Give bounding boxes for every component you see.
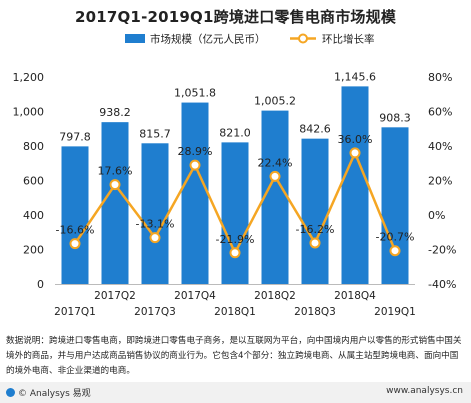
line-point (349, 147, 361, 159)
bar (261, 110, 289, 284)
chart-title: 2017Q1-2019Q1跨境进口零售电商市场规模 (74, 8, 397, 26)
bar-value-label: 938.2 (99, 106, 131, 119)
right-tick-label: 0% (428, 209, 445, 222)
line-point (229, 247, 241, 259)
analysys-logo-icon (6, 388, 15, 397)
left-tick-label: 200 (23, 244, 44, 257)
x-tick-label: 2018Q2 (254, 290, 296, 302)
line-point (109, 179, 121, 191)
legend-line-marker (298, 33, 308, 44)
line-value-label: 22.4% (258, 156, 293, 169)
bar-value-label: 797.8 (59, 130, 91, 143)
bar (381, 127, 409, 284)
legend-bar-label: 市场规模（亿元人民币） (150, 33, 266, 46)
bar (141, 143, 169, 284)
bar-series (61, 86, 409, 285)
right-tick-label: 40% (428, 140, 452, 153)
left-tick-label: 0 (37, 278, 44, 291)
x-tick-label: 2017Q3 (134, 306, 176, 318)
legend: 市场规模（亿元人民币） 环比增长率 (125, 33, 375, 46)
line-value-label: -16.6% (56, 224, 95, 237)
bar (101, 122, 129, 285)
bar (181, 102, 209, 284)
line-series (69, 147, 401, 259)
line-value-label: -21.9% (216, 233, 255, 246)
bar-value-label: 1,051.8 (174, 87, 216, 100)
x-tick-label: 2017Q4 (174, 290, 216, 302)
line-value-label: 28.9% (178, 145, 213, 158)
line-value-label: -16.2% (296, 223, 335, 236)
bar-value-label: 1,145.6 (334, 70, 376, 83)
left-tick-label: 1,200 (13, 71, 45, 84)
right-tick-label: 60% (428, 106, 452, 119)
line-point (269, 170, 281, 182)
bar-value-label: 1,005.2 (254, 95, 296, 108)
bar (221, 142, 249, 284)
line-point (189, 159, 201, 171)
left-axis: 0 200 400 600 800 1,000 1,200 (13, 71, 415, 291)
bar-value-label: 821.0 (219, 126, 251, 139)
x-tick-label: 2018Q4 (334, 290, 376, 302)
right-axis: -40% -20% 0% 20% 40% 60% 80% (428, 71, 456, 291)
left-tick-label: 600 (23, 175, 44, 188)
bar-value-labels: 797.8 938.2 815.7 1,051.8 821.0 1,005.2 842.6 1… (59, 70, 411, 143)
line-value-label: 17.6% (98, 165, 133, 178)
line-value-label: -20.7% (376, 231, 415, 244)
left-tick-label: 1,000 (13, 106, 45, 119)
legend-bar-swatch (125, 34, 145, 43)
brand-text: © Analysys 易观 (18, 389, 91, 399)
line-value-label: 36.0% (338, 133, 373, 146)
bar (61, 146, 89, 284)
legend-line-label: 环比增长率 (322, 33, 375, 46)
x-tick-label: 2019Q1 (374, 306, 416, 318)
line-point (309, 237, 321, 249)
left-tick-label: 800 (23, 140, 44, 153)
line-value-label: -13.1% (136, 218, 175, 231)
right-tick-label: -40% (428, 278, 456, 291)
right-tick-label: 80% (428, 71, 452, 84)
brand: © Analysys 易观 (6, 386, 91, 399)
bar-value-label: 842.6 (299, 123, 331, 136)
line-point (389, 245, 401, 257)
left-tick-label: 400 (23, 209, 44, 222)
line-point (69, 238, 81, 250)
x-tick-label: 2017Q2 (94, 290, 136, 302)
right-tick-label: -20% (428, 244, 456, 257)
combo-chart: 市场规模（亿元人民币） 环比增长率 0 200 400 600 800 1,000 1,20… (13, 33, 457, 319)
bar (301, 138, 329, 284)
x-axis-labels: 2017Q1 2017Q2 2017Q3 2017Q4 2018Q1 2018Q2 2018… (54, 290, 416, 318)
bar-value-label: 908.3 (379, 111, 411, 124)
x-tick-label: 2017Q1 (54, 306, 96, 318)
line-value-labels: -16.6% 17.6% -13.1% 28.9% -21.9% 22.4% -16.2% 3… (56, 133, 415, 246)
x-tick-label: 2018Q3 (294, 306, 336, 318)
bar-value-label: 815.7 (139, 127, 171, 140)
footer-bar: © Analysys 易观 www.analysys.cn (0, 382, 471, 403)
bar (341, 86, 369, 284)
data-notes: 数据说明：跨境进口零售电商，即跨境进口零售电子商务，是以互联网为平台，向中国境内… (6, 336, 462, 376)
right-tick-label: 20% (428, 175, 452, 188)
x-tick-label: 2018Q1 (214, 306, 256, 318)
line-point (149, 232, 161, 244)
website: www.analysys.cn (386, 386, 463, 396)
